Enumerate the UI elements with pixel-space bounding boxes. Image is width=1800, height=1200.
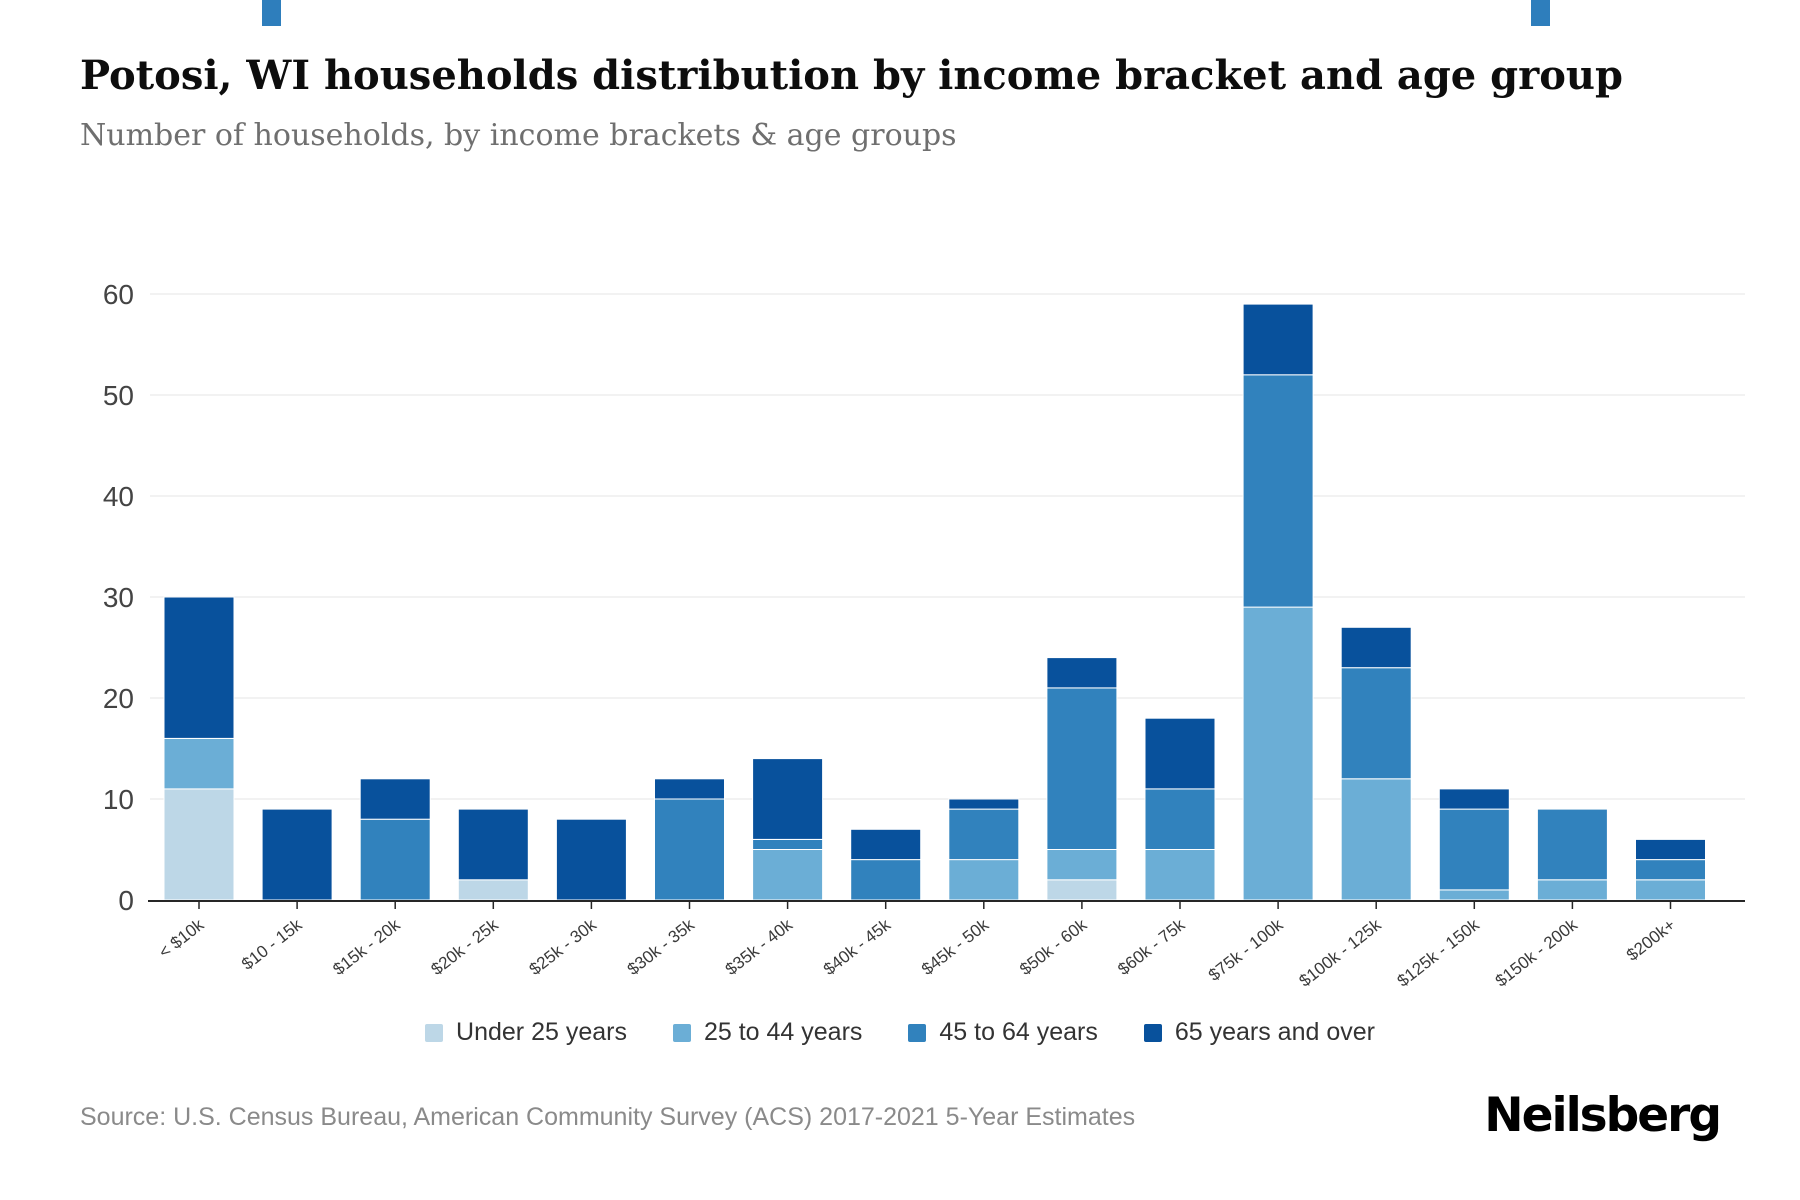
bar-segment[interactable]	[1340, 667, 1412, 780]
page-artifact-right	[1531, 0, 1550, 26]
bar-segment[interactable]	[1438, 889, 1510, 901]
bar-segment[interactable]	[948, 859, 1020, 901]
legend-swatch	[1143, 1023, 1162, 1042]
bar-segment[interactable]	[457, 808, 529, 881]
x-axis-label: $60k - 75k	[1114, 915, 1189, 979]
bar-segment[interactable]	[654, 778, 725, 800]
legend-item[interactable]: 65 years and over	[1143, 1018, 1375, 1047]
y-axis-label: 60	[103, 279, 134, 310]
bar-segment[interactable]	[163, 737, 235, 790]
bar-segment[interactable]	[1046, 657, 1118, 689]
legend-label: 65 years and over	[1174, 1018, 1375, 1046]
bar-segment[interactable]	[359, 818, 431, 901]
bar-segment[interactable]	[1242, 374, 1314, 608]
bar-segment[interactable]	[1242, 606, 1314, 901]
x-axis-label: $20k - 25k	[428, 915, 503, 979]
bar-segment[interactable]	[1635, 838, 1706, 861]
bar-segment[interactable]	[752, 758, 824, 840]
legend-swatch	[425, 1023, 444, 1042]
y-axis-label: 40	[103, 481, 134, 512]
bar-segment[interactable]	[1046, 879, 1118, 901]
bar-segment[interactable]	[457, 879, 529, 901]
legend-item[interactable]: 45 to 64 years	[908, 1018, 1098, 1047]
y-axis-label: 30	[103, 582, 134, 613]
x-axis-label: $100k - 125k	[1296, 915, 1386, 991]
legend-label: 45 to 64 years	[939, 1018, 1098, 1046]
page-title: Potosi, WI households distribution by in…	[80, 52, 1623, 99]
x-axis-label: $15k - 20k	[329, 915, 404, 979]
bar-segment[interactable]	[1635, 859, 1706, 881]
bar-segment[interactable]	[1046, 687, 1118, 851]
bar-segment[interactable]	[850, 828, 922, 861]
x-axis-label: $50k - 60k	[1016, 915, 1091, 979]
bar-segment[interactable]	[555, 818, 627, 901]
legend-label: 25 to 44 years	[703, 1018, 863, 1046]
brand-logo: Neilsberg	[1484, 1088, 1722, 1143]
bar-segment[interactable]	[1046, 849, 1118, 881]
x-axis-label: $30k - 35k	[624, 915, 699, 979]
bar-segment[interactable]	[1144, 788, 1216, 851]
chart-legend: Under 25 years 25 to 44 years 45 to 64 yea…	[0, 1018, 1800, 1047]
x-axis-label: $200k+	[1623, 915, 1679, 965]
legend-item[interactable]: Under 25 years	[425, 1018, 627, 1047]
bar-segment[interactable]	[752, 838, 824, 851]
bar-segment[interactable]	[752, 849, 824, 901]
bar-segment[interactable]	[359, 778, 431, 820]
x-axis-label: $125k - 150k	[1394, 915, 1484, 991]
y-axis-label: 50	[103, 380, 134, 411]
bar-segment[interactable]	[1536, 879, 1608, 901]
x-axis-label: $35k - 40k	[722, 915, 797, 979]
page-subtitle: Number of households, by income brackets…	[80, 118, 957, 153]
bar-segment[interactable]	[948, 798, 1020, 810]
bar-segment[interactable]	[261, 808, 333, 901]
source-note: Source: U.S. Census Bureau, American Com…	[80, 1103, 1136, 1131]
bar-segment[interactable]	[1438, 788, 1510, 810]
x-axis-label: $10 - 15k	[238, 915, 306, 974]
x-axis-label: $75k - 100k	[1205, 915, 1287, 985]
page-artifact-left	[262, 0, 281, 26]
bar-segment[interactable]	[1340, 626, 1412, 669]
x-axis-label: $40k - 45k	[820, 915, 895, 979]
x-axis-label: $45k - 50k	[918, 915, 993, 979]
legend-swatch	[672, 1023, 691, 1042]
x-axis-label: $150k - 200k	[1492, 915, 1582, 991]
y-axis-label: 20	[103, 683, 134, 714]
bar-segment[interactable]	[948, 808, 1020, 861]
legend-label: Under 25 years	[456, 1018, 627, 1046]
bar-segment[interactable]	[1438, 808, 1510, 891]
y-axis-label: 0	[118, 885, 134, 916]
bar-segment[interactable]	[1340, 778, 1412, 901]
bar-segment[interactable]	[1242, 303, 1314, 376]
bar-segment[interactable]	[1536, 808, 1608, 881]
bar-segment[interactable]	[163, 788, 235, 901]
bar-segment[interactable]	[654, 798, 725, 901]
bar-segment[interactable]	[850, 859, 922, 901]
bar-segment[interactable]	[1144, 849, 1216, 901]
bar-segment[interactable]	[1144, 717, 1216, 790]
legend-swatch	[908, 1023, 927, 1042]
x-axis-label: < $10k	[155, 915, 208, 962]
legend-item[interactable]: 25 to 44 years	[672, 1018, 863, 1047]
y-axis-label: 10	[103, 784, 134, 815]
bar-segment[interactable]	[1635, 879, 1706, 901]
x-axis-label: $25k - 30k	[526, 915, 601, 979]
bar-segment[interactable]	[163, 596, 235, 739]
